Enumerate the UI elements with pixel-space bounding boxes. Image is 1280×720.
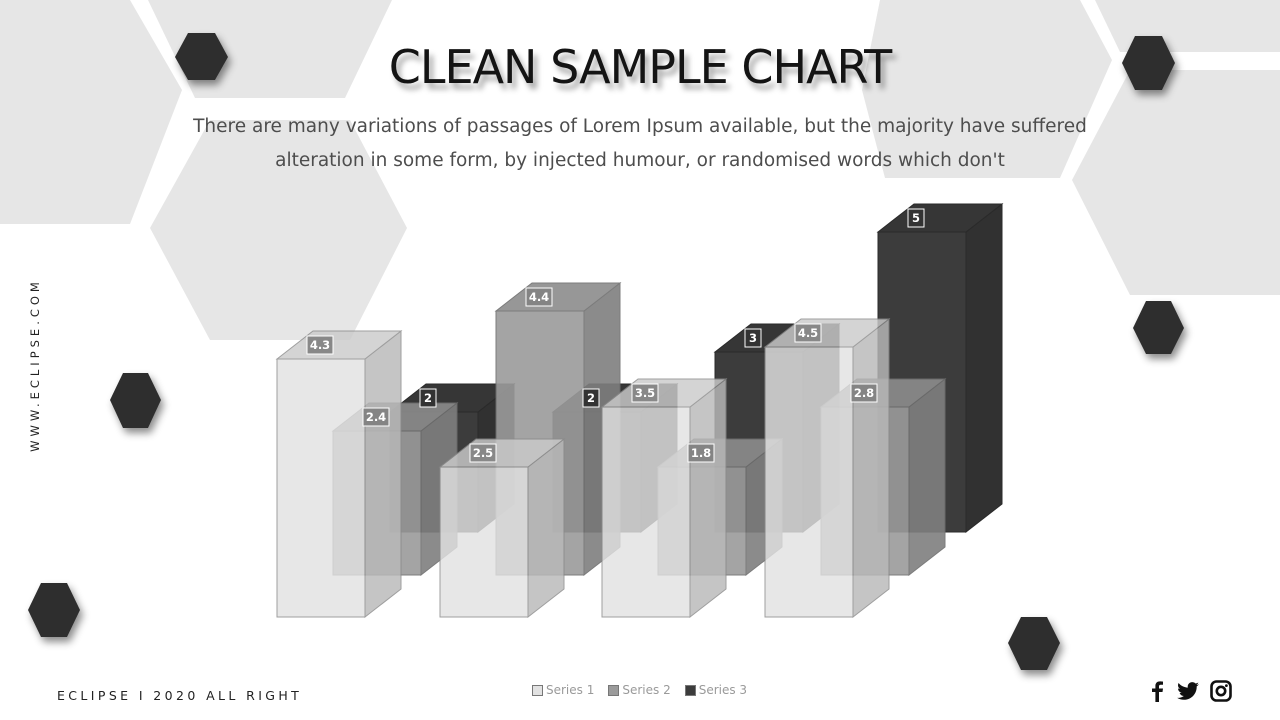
- data-label-text: 2.5: [473, 446, 493, 460]
- data-label: 4.4: [525, 287, 553, 307]
- social-links: [1148, 680, 1232, 702]
- legend-label: Series 3: [698, 683, 748, 697]
- chart-data-labels: 2 2 3 5 2.4 4.4 1.8 2.8 4.3 2.5 3.5 4.5: [306, 208, 925, 463]
- data-label-box: [469, 443, 497, 463]
- bar-front-face: [601, 406, 691, 618]
- background-hexagon: [0, 0, 182, 224]
- bar-side-face: [527, 437, 565, 619]
- bar-front-face: [439, 466, 529, 618]
- chart-bar: [438, 437, 566, 619]
- data-label: 2.4: [362, 407, 390, 427]
- data-label-text: 2: [424, 391, 432, 405]
- data-label: 4.3: [306, 335, 334, 355]
- data-label-text: 3.5: [635, 386, 655, 400]
- data-label-text: 5: [912, 211, 920, 225]
- data-label: 2: [419, 388, 437, 408]
- data-label-box: [850, 383, 878, 403]
- data-label: 2: [582, 388, 600, 408]
- bar-side-face: [689, 377, 727, 619]
- data-label-text: 2.8: [854, 386, 874, 400]
- page-subtitle: There are many variations of passages of…: [190, 110, 1090, 178]
- data-label: 1.8: [687, 443, 715, 463]
- data-label-text: 4.5: [798, 326, 818, 340]
- data-label-text: 4.4: [529, 290, 549, 304]
- data-label-box: [306, 335, 334, 355]
- data-label: 5: [907, 208, 925, 228]
- legend-item: Series 2: [608, 683, 671, 697]
- data-label: 4.5: [794, 323, 822, 343]
- background-hexagon: [150, 120, 407, 340]
- legend-label: Series 2: [622, 683, 671, 697]
- data-label-box: [744, 328, 762, 348]
- data-label-text: 2.4: [366, 410, 386, 424]
- data-label: 2.8: [850, 383, 878, 403]
- subtitle-line: alteration in some form, by injected hum…: [275, 150, 1005, 171]
- legend-swatch: [532, 684, 543, 696]
- legend-swatch: [684, 684, 696, 696]
- decorative-hexagon: [1008, 617, 1060, 670]
- bar-side-face: [852, 317, 890, 619]
- data-label-box: [525, 287, 553, 307]
- data-label-box: [362, 407, 390, 427]
- data-label-box: [794, 323, 822, 343]
- data-label-text: 4.3: [310, 338, 330, 352]
- data-label-text: 1.8: [691, 446, 711, 460]
- legend-item: Series 1: [532, 683, 594, 697]
- facebook-icon[interactable]: [1148, 680, 1166, 702]
- data-label: 3: [744, 328, 762, 348]
- legend-item: Series 3: [684, 683, 748, 697]
- legend-swatch: [608, 684, 620, 696]
- data-label-box: [631, 383, 659, 403]
- data-label-box: [687, 443, 715, 463]
- bar-front-face: [764, 346, 854, 618]
- data-label-box: [907, 208, 925, 228]
- subtitle-line: There are many variations of passages of…: [193, 116, 1087, 137]
- data-label: 2.5: [469, 443, 497, 463]
- data-label: 3.5: [631, 383, 659, 403]
- footer-copyright: ECLIPSE I 2020 ALL RIGHT: [57, 688, 303, 703]
- chart-bar: [275, 329, 403, 619]
- background-hexagon: [1072, 70, 1280, 295]
- bar-side-face: [908, 377, 946, 577]
- decorative-hexagon: [28, 583, 80, 637]
- decorative-hexagon: [110, 373, 161, 428]
- bar-side-face: [364, 329, 402, 619]
- data-label-box: [582, 388, 600, 408]
- decorative-hexagon: [1122, 36, 1175, 90]
- chart-legend: Series 1 Series 2 Series 3: [532, 683, 747, 697]
- page-title: CLEAN SAMPLE CHART: [388, 40, 892, 94]
- instagram-icon[interactable]: [1210, 680, 1232, 702]
- chart-bar: [763, 317, 891, 619]
- data-label-box: [419, 388, 437, 408]
- bar-side-face: [965, 202, 1003, 534]
- legend-label: Series 1: [546, 683, 595, 697]
- twitter-icon[interactable]: [1176, 680, 1200, 702]
- decorative-hexagon: [175, 33, 228, 80]
- chart-bar: [600, 377, 728, 619]
- decorative-hexagon: [1133, 301, 1184, 354]
- data-label-text: 3: [749, 331, 757, 345]
- data-label-text: 2: [587, 391, 595, 405]
- bar-front-face: [276, 358, 366, 618]
- background-hexagon: [862, 0, 1112, 178]
